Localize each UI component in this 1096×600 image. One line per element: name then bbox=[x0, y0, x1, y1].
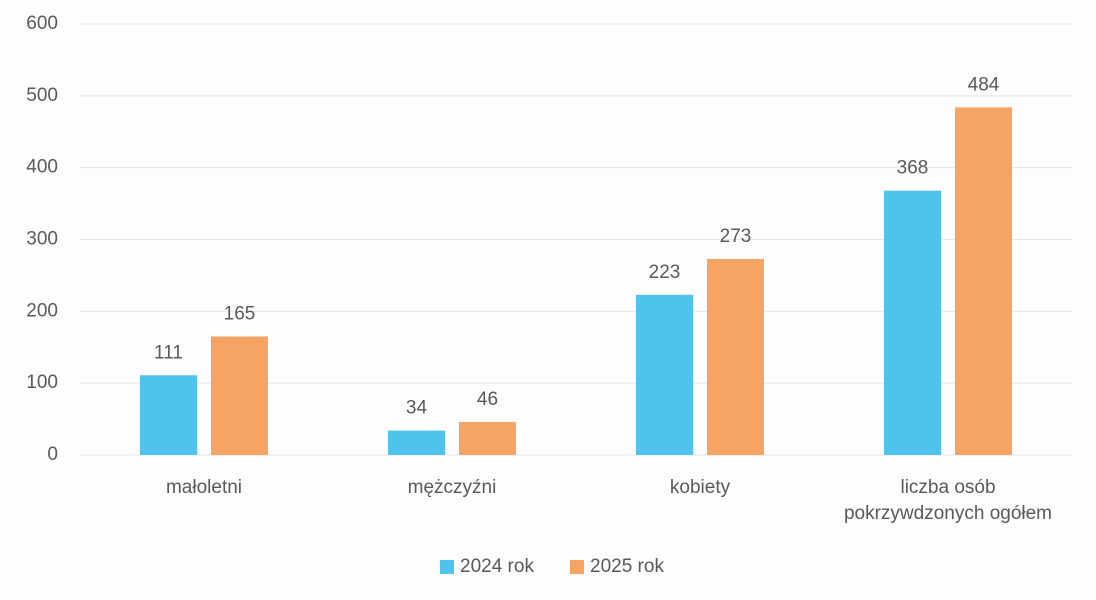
legend-label: 2025 rok bbox=[590, 556, 664, 577]
y-tick-label: 600 bbox=[26, 13, 58, 34]
y-tick-label: 200 bbox=[26, 300, 58, 321]
bar bbox=[707, 258, 764, 455]
value-label: 165 bbox=[224, 303, 256, 324]
y-tick-label: 400 bbox=[26, 157, 58, 178]
x-tick-label: liczba osób pokrzywdzonych ogółem bbox=[843, 477, 1053, 524]
value-label: 368 bbox=[897, 158, 929, 179]
y-tick-label: 500 bbox=[26, 85, 58, 106]
value-label: 223 bbox=[649, 262, 681, 283]
bar bbox=[140, 375, 197, 455]
value-label: 111 bbox=[154, 342, 183, 363]
value-label: 484 bbox=[968, 74, 1000, 95]
legend-label: 2024 rok bbox=[460, 556, 534, 577]
bar bbox=[955, 107, 1012, 456]
value-label: 46 bbox=[477, 389, 498, 410]
bar bbox=[459, 421, 516, 455]
bar bbox=[884, 190, 941, 456]
bar bbox=[211, 336, 268, 455]
y-tick-label: 300 bbox=[26, 229, 58, 250]
bar bbox=[388, 430, 445, 455]
legend-swatch bbox=[440, 560, 454, 574]
legend-swatch bbox=[570, 560, 584, 574]
y-tick-label: 0 bbox=[47, 444, 58, 465]
x-tick-label: kobiety bbox=[669, 477, 731, 498]
value-label: 273 bbox=[720, 226, 752, 247]
bar bbox=[636, 294, 693, 455]
y-tick-label: 100 bbox=[26, 372, 58, 393]
value-label: 34 bbox=[406, 398, 428, 419]
x-tick-label: małoletni bbox=[165, 477, 243, 498]
x-tick-label: mężczyźni bbox=[407, 477, 497, 498]
